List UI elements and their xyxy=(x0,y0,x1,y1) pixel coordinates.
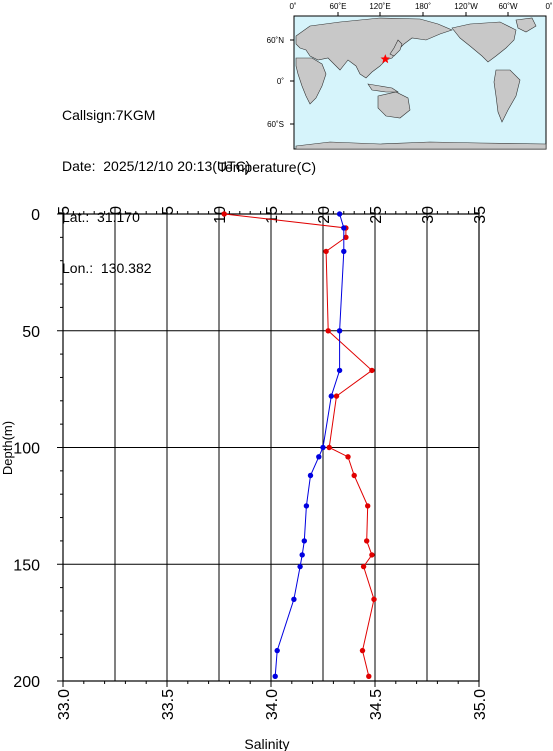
salinity-point xyxy=(336,211,343,217)
temperature-point xyxy=(365,503,371,509)
temperature-line xyxy=(224,213,375,677)
temperature-point xyxy=(371,596,377,602)
temperature-tick-label: 10 xyxy=(212,206,229,224)
chart-series xyxy=(221,211,377,679)
temperature-tick-label: 15 xyxy=(264,206,281,224)
salinity-point xyxy=(307,472,314,479)
temperature-point xyxy=(351,472,357,479)
salinity-point xyxy=(291,596,297,602)
temperature-tick-label: 20 xyxy=(316,206,333,224)
temperature-point xyxy=(359,647,366,654)
callsign-line: Callsign:7KGM xyxy=(62,107,156,123)
land-south-america xyxy=(493,69,521,123)
temperature-tick-label: 0 xyxy=(108,206,125,215)
salinity-point xyxy=(274,647,280,654)
map-top-label: 60˚W xyxy=(498,2,518,11)
depth-tick-label: 100 xyxy=(13,441,40,458)
salinity-point xyxy=(272,673,278,679)
salinity-tick-label: 34.0 xyxy=(264,689,281,720)
lat-value: 31.170 xyxy=(97,209,140,225)
salinity-tick-label: 33.0 xyxy=(56,689,73,720)
salinity-point xyxy=(341,225,347,231)
salinity-line xyxy=(274,213,345,677)
y-axis-label: Depth(m) xyxy=(0,421,15,475)
date-value: 2025/12/10 20:13(UTC) xyxy=(103,158,251,174)
lon-value: 130.382 xyxy=(100,260,152,276)
land-africa xyxy=(295,57,327,105)
depth-tick-label: 0 xyxy=(31,207,40,224)
map-land xyxy=(295,17,547,150)
temperature-point xyxy=(326,444,332,451)
map-left-label: 60˚S xyxy=(267,120,284,129)
map-top-label: 180˚ xyxy=(415,2,431,11)
location-map: 0˚ 60˚E 120˚E 180˚ 120˚W 60˚W 0˚ 60˚N 0˚… xyxy=(267,2,553,150)
date-label: Date: xyxy=(62,158,96,174)
salinity-point xyxy=(301,538,307,544)
temperature-point xyxy=(364,538,370,544)
land-australia xyxy=(377,91,411,119)
depth-tick-label: 150 xyxy=(13,557,40,574)
lon-label: Lon.: xyxy=(62,260,94,276)
map-top-label: 60˚E xyxy=(330,2,347,11)
map-left-label: 0˚ xyxy=(277,77,284,86)
temperature-tick-label: 30 xyxy=(420,206,437,224)
salinity-point xyxy=(303,503,310,509)
temperature-point xyxy=(369,552,375,558)
temperature-tick-label: 35 xyxy=(472,206,489,224)
land-antarctica xyxy=(295,141,547,150)
date-line: Date: 2025/12/10 20:13(UTC) xyxy=(62,158,250,175)
temperature-point xyxy=(369,367,375,374)
land-north-america xyxy=(451,21,517,63)
station-info: Callsign:7KGM Date: 2025/12/10 20:13(UTC… xyxy=(62,73,250,294)
station-location-marker xyxy=(380,54,390,64)
land-eurasia xyxy=(295,17,453,79)
lat-line: Lat.: 31.170 xyxy=(62,209,250,226)
top-axis-label: Temperature(C) xyxy=(218,159,316,175)
temperature-tick-label: 25 xyxy=(368,206,385,224)
temperature-point xyxy=(343,234,349,240)
land-greenland xyxy=(515,17,537,33)
map-top-label: 120˚W xyxy=(454,2,478,11)
map-top-label: 120˚E xyxy=(369,2,390,11)
temperature-point xyxy=(323,248,329,255)
depth-tick-label: 50 xyxy=(22,324,40,341)
salinity-tick-label: 35.0 xyxy=(472,689,489,720)
map-top-label: 0˚ xyxy=(545,2,552,11)
salinity-point xyxy=(320,444,326,451)
temperature-point xyxy=(221,211,227,217)
salinity-tick-label: 33.5 xyxy=(160,689,177,720)
temperature-point xyxy=(360,563,367,570)
land-japan xyxy=(389,39,403,57)
salinity-point xyxy=(297,563,303,570)
salinity-point xyxy=(336,328,343,334)
lon-line: Lon.: 130.382 xyxy=(62,260,250,277)
station-star xyxy=(380,54,390,64)
temperature-point xyxy=(345,454,351,460)
temperature-point xyxy=(325,328,331,334)
salinity-point xyxy=(341,248,347,255)
salinity-point xyxy=(299,552,305,558)
temperature-tick-label: −5 xyxy=(56,206,73,224)
map-top-label: 0˚ xyxy=(289,2,296,11)
salinity-point xyxy=(328,393,334,399)
temperature-tick-label: 5 xyxy=(160,206,177,215)
chart-grid xyxy=(62,213,480,682)
lat-label: Lat.: xyxy=(62,209,90,225)
bottom-axis-label: Salinity xyxy=(244,736,289,751)
temperature-point xyxy=(366,673,372,679)
temperature-point xyxy=(333,393,340,399)
map-axis-labels: 0˚ 60˚E 120˚E 180˚ 120˚W 60˚W 0˚ 60˚N 0˚… xyxy=(267,2,553,129)
salinity-tick-label: 34.5 xyxy=(368,689,385,720)
land-indonesia xyxy=(367,83,399,93)
salinity-point xyxy=(336,367,343,374)
chart-axes: 0 50 100 150 200 −5 0 5 10 15 20 25 30 35 33.0 33.5 34.0… xyxy=(13,206,489,720)
map-left-label: 60˚N xyxy=(267,36,285,45)
map-ticks xyxy=(290,12,509,125)
depth-tick-label: 200 xyxy=(13,674,40,691)
salinity-point xyxy=(316,454,322,460)
